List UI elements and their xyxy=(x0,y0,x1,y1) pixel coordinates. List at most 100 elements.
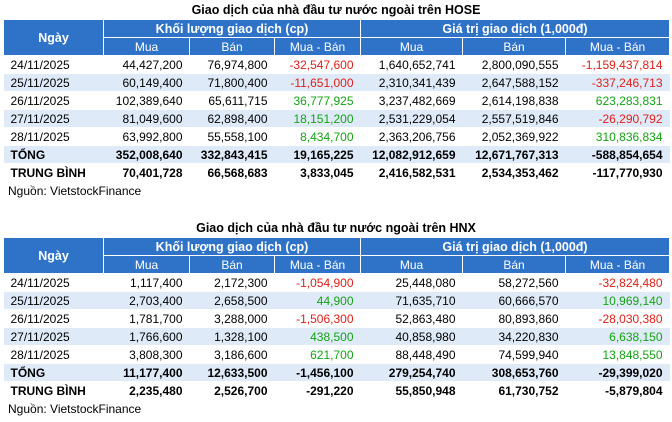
table-cell: 8,434,700 xyxy=(274,127,361,146)
table-cell: 44,427,200 xyxy=(103,55,190,74)
table-cell: 36,777,925 xyxy=(274,91,361,110)
table-cell: 65,611,715 xyxy=(189,91,275,110)
table-row: 28/11/2025 3,808,300 3,186,600 621,700 88,44… xyxy=(3,345,670,364)
table-cell: 308,653,760 xyxy=(462,363,566,382)
table-cell: 1,117,400 xyxy=(103,273,190,292)
header-cell: Mua xyxy=(103,255,190,274)
table-cell: 10,969,140 xyxy=(565,291,670,310)
header-cell: Mua xyxy=(360,255,463,274)
table-cell: 2,531,229,054 xyxy=(360,109,463,128)
table-cell: 27/11/2025 xyxy=(3,109,104,128)
table-cell: 2,416,582,531 xyxy=(360,163,463,182)
header-row: Ngày Khối lượng giao dịch (cp) Giá trị gia… xyxy=(3,19,671,56)
table-cell: 76,974,800 xyxy=(189,55,275,74)
table-cell: 74,599,940 xyxy=(462,345,566,364)
table-row: TRUNG BÌNH 2,235,480 2,526,700 -291,220 55,8… xyxy=(3,381,670,400)
table-cell: 352,008,640 xyxy=(103,145,190,164)
table-cell: -291,220 xyxy=(274,381,361,400)
header-group: Khối lượng giao dịch (cp) xyxy=(103,19,361,38)
header-cell: Bán xyxy=(462,37,566,56)
table-cell: 1,766,600 xyxy=(103,327,190,346)
table-cell: 2,800,090,555 xyxy=(462,55,566,74)
table-cell: 40,858,980 xyxy=(360,327,463,346)
table-cell: 19,165,225 xyxy=(274,145,361,164)
table-cell: 2,052,369,922 xyxy=(462,127,566,146)
table-cell: 81,049,600 xyxy=(103,109,190,128)
table-cell: 25/11/2025 xyxy=(3,291,104,310)
table-cell: 2,363,206,756 xyxy=(360,127,463,146)
table-cell: 60,149,400 xyxy=(103,73,190,92)
table-cell: 12,082,912,659 xyxy=(360,145,463,164)
table-cell: 12,671,767,313 xyxy=(462,145,566,164)
table-cell: 3,237,482,669 xyxy=(360,91,463,110)
table-cell: 12,633,500 xyxy=(189,363,275,382)
table-cell: 11,177,400 xyxy=(103,363,190,382)
table-cell: 3,186,600 xyxy=(189,345,275,364)
table-row: 24/11/2025 44,427,200 76,974,800 -32,547,60… xyxy=(3,55,670,74)
table-cell: -11,651,000 xyxy=(274,73,361,92)
header-cell: Bán xyxy=(462,255,566,274)
table-cell: TRUNG BÌNH xyxy=(3,381,104,400)
table-row: TỔNG 352,008,640 332,843,415 19,165,225 12,0… xyxy=(3,145,670,164)
table-row: 27/11/2025 1,766,600 1,328,100 438,500 40,85… xyxy=(3,327,670,346)
table-cell: 1,781,700 xyxy=(103,309,190,328)
table-cell: 70,401,728 xyxy=(103,163,190,182)
table-cell: 27/11/2025 xyxy=(3,327,104,346)
table-cell: 63,992,800 xyxy=(103,127,190,146)
table-cell: 102,389,640 xyxy=(103,91,190,110)
table-cell: 3,288,000 xyxy=(189,309,275,328)
table-cell: -1,456,100 xyxy=(274,363,361,382)
table-cell: -117,770,930 xyxy=(565,163,670,182)
header-row: Mua Bán Mua - Bán Mua Bán Mua - Bán xyxy=(4,255,671,274)
header-row: Mua Bán Mua - Bán Mua Bán Mua - Bán xyxy=(4,37,671,56)
table-cell: 2,310,341,439 xyxy=(360,73,463,92)
table-cell: -1,506,300 xyxy=(274,309,361,328)
table-cell: -1,054,900 xyxy=(274,273,361,292)
header-cell: Bán xyxy=(189,37,275,56)
header-cell: Ngày xyxy=(3,237,104,274)
table-cell: 24/11/2025 xyxy=(3,55,104,74)
table-cell: 6,638,150 xyxy=(565,327,670,346)
table-cell: 26/11/2025 xyxy=(3,91,104,110)
table-cell: TRUNG BÌNH xyxy=(3,163,104,182)
table-cell: 623,283,831 xyxy=(565,91,670,110)
table-cell: 3,808,300 xyxy=(103,345,190,364)
header-cell: Mua xyxy=(360,37,463,56)
table-cell: 2,534,353,462 xyxy=(462,163,566,182)
table-cell: 18,151,200 xyxy=(274,109,361,128)
table-row: 24/11/2025 1,117,400 2,172,300 -1,054,900 25… xyxy=(3,273,670,292)
header-group: Khối lượng giao dịch (cp) xyxy=(103,237,361,256)
table-cell: 2,658,500 xyxy=(189,291,275,310)
table-row: 28/11/2025 63,992,800 55,558,100 8,434,700 2… xyxy=(3,127,670,146)
table-cell: 1,328,100 xyxy=(189,327,275,346)
table-cell: 24/11/2025 xyxy=(3,273,104,292)
table-cell: 279,254,740 xyxy=(360,363,463,382)
table-cell: 438,500 xyxy=(274,327,361,346)
source-note: Nguồn: VietstockFinance xyxy=(8,402,142,416)
header-cell: Mua - Bán xyxy=(274,255,361,274)
table-cell: -337,246,713 xyxy=(565,73,670,92)
table-row: TỔNG 11,177,400 12,633,500 -1,456,100 279,25… xyxy=(3,363,670,382)
table-cell: -32,547,600 xyxy=(274,55,361,74)
header-group: Giá trị giao dịch (1,000đ) xyxy=(359,237,671,256)
table-cell: 80,893,860 xyxy=(462,309,566,328)
table-cell: 44,900 xyxy=(274,291,361,310)
data-table: Ngày Khối lượng giao dịch (cp) Giá trị gia… xyxy=(3,237,671,400)
table-cell: 332,843,415 xyxy=(189,145,275,164)
data-table: Ngày Khối lượng giao dịch (cp) Giá trị gia… xyxy=(3,19,671,182)
table-cell: 60,666,570 xyxy=(462,291,566,310)
table-block: Giao dịch của nhà đầu tư nước ngoài trên… xyxy=(3,1,671,200)
table-cell: 2,526,700 xyxy=(189,381,275,400)
table-cell: 52,863,480 xyxy=(360,309,463,328)
header-cell: Ngày xyxy=(3,19,104,56)
table-cell: 62,898,400 xyxy=(189,109,275,128)
table-cell: 621,700 xyxy=(274,345,361,364)
table-cell: 61,730,752 xyxy=(462,381,566,400)
table-cell: 2,235,480 xyxy=(103,381,190,400)
table-cell: -588,854,654 xyxy=(565,145,670,164)
table-row: 25/11/2025 60,149,400 71,800,400 -11,651,00… xyxy=(3,73,670,92)
table-block: Giao dịch của nhà đầu tư nước ngoài trên… xyxy=(3,219,671,418)
header-cell: Mua xyxy=(103,37,190,56)
table-cell: 55,850,948 xyxy=(360,381,463,400)
